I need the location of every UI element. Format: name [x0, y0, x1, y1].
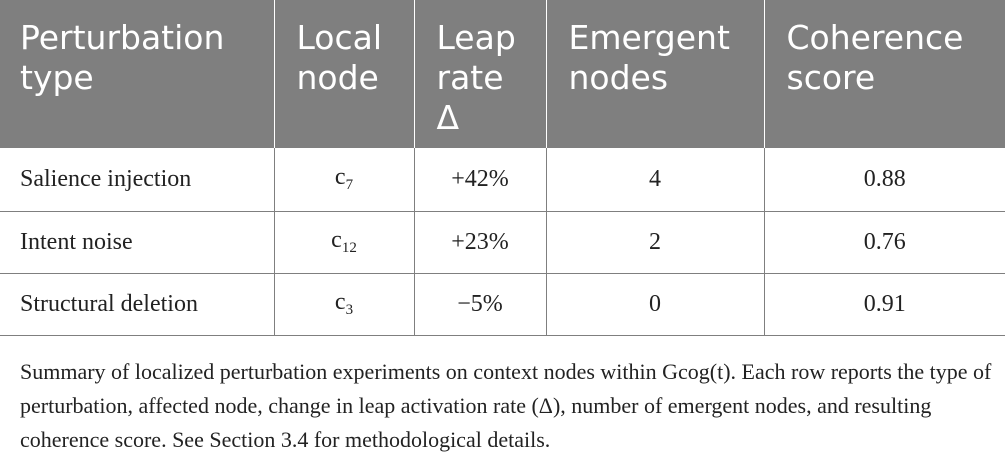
header-leap-rate: Leap rate Δ	[413, 0, 546, 148]
header-local-node: Local node	[273, 0, 414, 148]
header-line: Leap	[436, 18, 516, 57]
cell-coherence-score: 0.88	[763, 148, 1005, 212]
table-caption: Summary of localized perturbation experi…	[20, 359, 992, 452]
cell-leap-rate: +42%	[413, 148, 546, 212]
node-subscript: 7	[345, 177, 354, 194]
table-header-row: Perturbation type Local node Leap rate Δ…	[0, 0, 1005, 148]
table-row: Intent noise c12 +23% 2 0.76	[0, 211, 1005, 274]
header-line: nodes	[568, 58, 669, 97]
cell-coherence-score: 0.76	[763, 211, 1005, 274]
cell-perturbation-type: Salience injection	[0, 148, 274, 212]
header-line: node	[296, 58, 379, 97]
header-line: Perturbation	[20, 18, 225, 57]
header-line: Δ	[436, 98, 460, 137]
header-perturbation-type: Perturbation type	[0, 0, 274, 148]
perturbation-table: Perturbation type Local node Leap rate Δ…	[0, 0, 1005, 336]
header-line: rate	[436, 58, 504, 97]
node-base: c	[331, 227, 342, 253]
table-row: Salience injection c7 +42% 4 0.88	[0, 148, 1005, 212]
cell-emergent-nodes: 4	[545, 148, 764, 212]
cell-local-node: c12	[273, 211, 414, 274]
results-table-container: Perturbation type Local node Leap rate Δ…	[0, 0, 1005, 336]
cell-perturbation-type: Structural deletion	[0, 273, 274, 336]
cell-leap-rate: −5%	[413, 273, 546, 336]
header-line: Local	[296, 18, 383, 57]
cell-local-node: c3	[273, 273, 414, 336]
header-line: type	[20, 58, 94, 97]
cell-emergent-nodes: 0	[545, 273, 764, 336]
header-line: Emergent	[568, 18, 730, 57]
cell-local-node: c7	[273, 148, 414, 212]
header-emergent-nodes: Emergent nodes	[545, 0, 764, 148]
cell-perturbation-type: Intent noise	[0, 211, 274, 274]
header-line: Coherence	[786, 18, 964, 57]
cell-leap-rate: +23%	[413, 211, 546, 274]
cell-coherence-score: 0.91	[763, 273, 1005, 336]
node-subscript: 3	[345, 302, 354, 318]
node-subscript: 12	[341, 240, 357, 256]
cell-emergent-nodes: 2	[545, 211, 764, 274]
node-base: c	[334, 289, 346, 315]
header-line: score	[786, 58, 876, 97]
header-coherence-score: Coherence score	[763, 0, 1005, 148]
table-row: Structural deletion c3 −5% 0 0.91	[0, 273, 1005, 336]
node-base: c	[334, 164, 346, 191]
